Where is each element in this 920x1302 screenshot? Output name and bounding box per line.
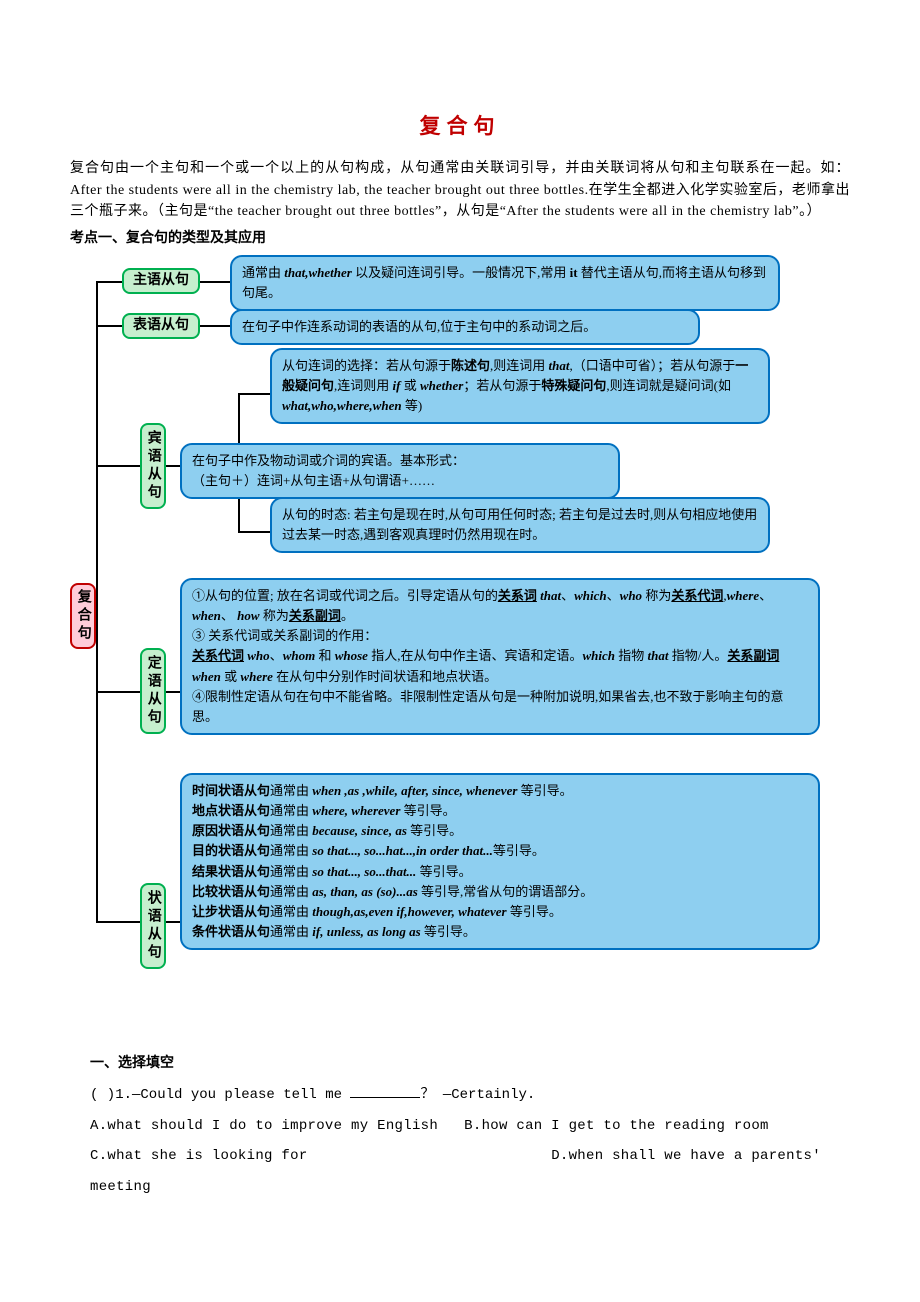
intro-text: 复合句由一个主句和一个或一个以上的从句构成，从句通常由关联词引导，并由关联词将从… [70,161,850,219]
connector [238,393,272,395]
exercise-section-title: 一、选择填空 [90,1049,850,1080]
connector [96,325,124,327]
cat-label: 表语从句 [133,317,189,335]
option-b: B.how can I get to the reading room [464,1118,769,1134]
connector [96,465,142,467]
connector [96,921,142,923]
cat-dingyu: 定语从句 [140,648,166,734]
connector [96,281,98,921]
question-1: ( )1.—Could you please tell me ？ —Certai… [90,1080,850,1111]
option-a: A.what should I do to improve my English [90,1118,438,1134]
cat-label: 状语从句 [144,890,162,962]
connector [96,691,142,693]
cat-label: 主语从句 [133,272,189,290]
diagram: 复合句 主语从句 表语从句 宾语从句 定语从句 状语从句 通常由 that,wh… [70,253,850,1023]
root-node: 复合句 [70,583,96,649]
connector [200,325,232,327]
connector [238,531,272,533]
options-row-1: A.what should I do to improve my English… [90,1111,850,1142]
options-row-2: C.what she is looking for D.when shall w… [90,1141,850,1203]
option-c: C.what she is looking for [90,1148,308,1164]
exercises: 一、选择填空 ( )1.—Could you please tell me ？ … [90,1049,850,1203]
box-biaoyu: 在句子中作连系动词的表语的从句,位于主句中的系动词之后。 [230,309,700,345]
cat-label: 定语从句 [144,655,162,727]
connector [96,281,124,283]
cat-binyu: 宾语从句 [140,423,166,509]
box-zhuangyu: 时间状语从句通常由 when ,as ,while, after, since,… [180,773,820,950]
cat-zhuyu: 主语从句 [122,268,200,294]
blank [350,1084,420,1098]
cat-zhuangyu: 状语从句 [140,883,166,969]
box-binyu-bot: 从句的时态: 若主句是现在时,从句可用任何时态; 若主句是过去时,则从句相应地使… [270,497,770,553]
box-dingyu: ①从句的位置; 放在名词或代词之后。引导定语从句的关系词 that、which、… [180,578,820,735]
page-title: 复合句 [70,110,850,140]
connector [200,281,232,283]
cat-label: 宾语从句 [144,430,162,502]
box-zhuyu: 通常由 that,whether 以及疑问连词引导。一般情况下,常用 it 替代… [230,255,780,311]
intro-paragraph: 复合句由一个主句和一个或一个以上的从句构成，从句通常由关联词引导，并由关联词将从… [70,158,850,223]
box-binyu-mid: 在句子中作及物动词或介词的宾语。基本形式： （主句＋）连词+从句主语+从句谓语+… [180,443,620,499]
box-binyu-top: 从句连词的选择：若从句源于陈述句,则连词用 that,（口语中可省）；若从句源于… [270,348,770,424]
cat-biaoyu: 表语从句 [122,313,200,339]
section-heading: 考点一、复合句的类型及其应用 [70,227,850,247]
root-label: 复合句 [74,589,92,643]
